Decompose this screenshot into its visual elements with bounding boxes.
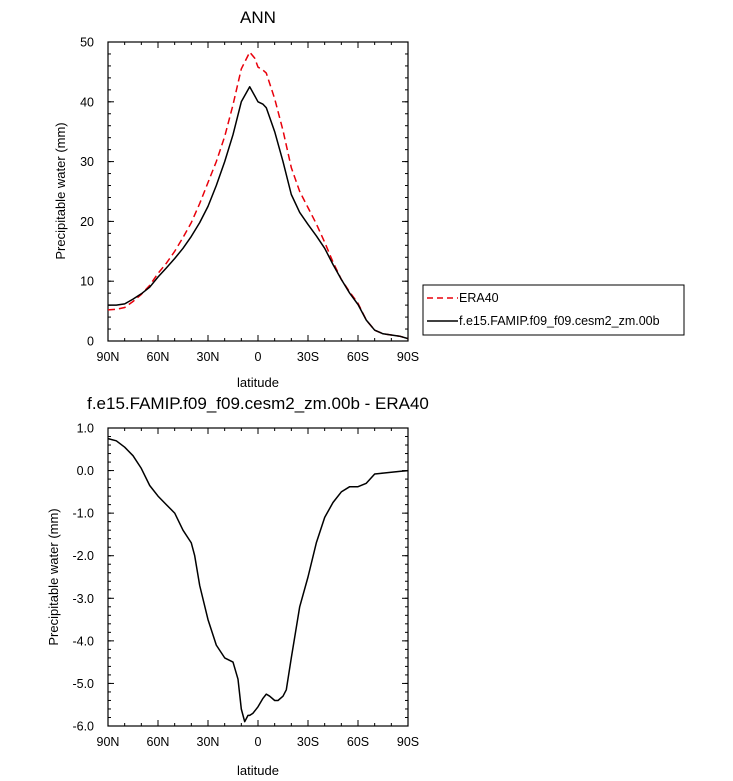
bottom-x-tick-label: 90N: [97, 735, 120, 749]
top-y-tick-label: 0: [87, 335, 94, 349]
legend-cesm2-label: f.e15.FAMIP.f09_f09.cesm2_zm.00b: [459, 314, 660, 328]
top-y-tick-label: 50: [80, 36, 94, 50]
top-series-line-1: [108, 86, 409, 340]
top-x-tick-label: 0: [255, 350, 262, 364]
top-x-tick-label: 90S: [397, 350, 419, 364]
top-ticks: 90N 60N 30N 0 30S 60S 90S 0 10 20 30 40 50: [80, 36, 419, 365]
bottom-x-tick-label: 60S: [347, 735, 369, 749]
bottom-x-tick-label: 30N: [197, 735, 220, 749]
top-series-group: [107, 51, 409, 340]
top-series-line-0: [107, 51, 409, 340]
top-y-axis-label: Precipitable water (mm): [53, 122, 68, 259]
bottom-y-tick-label: 1.0: [77, 422, 94, 436]
bottom-ticks: 90N 60N 30N 0 30S 60S 90S 1.0 0.0 -1.0 -2.0 -3.0 -4.…: [72, 422, 419, 750]
top-x-tick-label: 60N: [147, 350, 170, 364]
bottom-y-tick-label: -6.0: [72, 720, 94, 734]
top-x-tick-label: 60S: [347, 350, 369, 364]
difference-panel: f.e15.FAMIP.f09_f09.cesm2_zm.00b - ERA40…: [46, 394, 429, 778]
top-plot-frame: [107, 41, 409, 342]
legend-era40-label: ERA40: [459, 291, 499, 305]
bottom-x-tick-label: 0: [255, 735, 262, 749]
legend-box: [422, 284, 685, 336]
top-y-tick-label: 30: [80, 155, 94, 169]
bottom-x-tick-label: 60N: [147, 735, 170, 749]
top-x-tick-label: 90N: [97, 350, 120, 364]
bottom-plot-frame: [107, 427, 409, 727]
bottom-series-line-0: [107, 437, 409, 723]
bottom-y-axis-label: Precipitable water (mm): [46, 508, 61, 645]
top-x-axis-label: latitude: [237, 375, 279, 390]
bottom-series-group: [107, 437, 409, 723]
bottom-x-axis-label: latitude: [237, 763, 279, 778]
top-x-tick-label: 30S: [297, 350, 319, 364]
bottom-y-tick-label: -4.0: [72, 634, 94, 648]
bottom-y-tick-label: -3.0: [72, 592, 94, 606]
bottom-y-tick-label: -2.0: [72, 549, 94, 563]
top-y-tick-label: 40: [80, 95, 94, 109]
bottom-y-tick-label: -5.0: [72, 677, 94, 691]
precipitable-water-panel: ANN 90N 60N 30N 0 30S 60S 90S 0 10 20 30 40 50 latit…: [53, 8, 419, 390]
bottom-x-tick-label: 30S: [297, 735, 319, 749]
bottom-x-tick-label: 90S: [397, 735, 419, 749]
top-y-tick-label: 10: [80, 275, 94, 289]
legend: ERA40 f.e15.FAMIP.f09_f09.cesm2_zm.00b: [422, 284, 685, 336]
top-y-tick-label: 20: [80, 215, 94, 229]
bottom-y-tick-label: 0.0: [77, 464, 94, 478]
top-chart-title: ANN: [240, 8, 276, 27]
bottom-chart-title: f.e15.FAMIP.f09_f09.cesm2_zm.00b - ERA40: [87, 394, 429, 413]
bottom-y-tick-label: -1.0: [72, 507, 94, 521]
top-x-tick-label: 30N: [197, 350, 220, 364]
